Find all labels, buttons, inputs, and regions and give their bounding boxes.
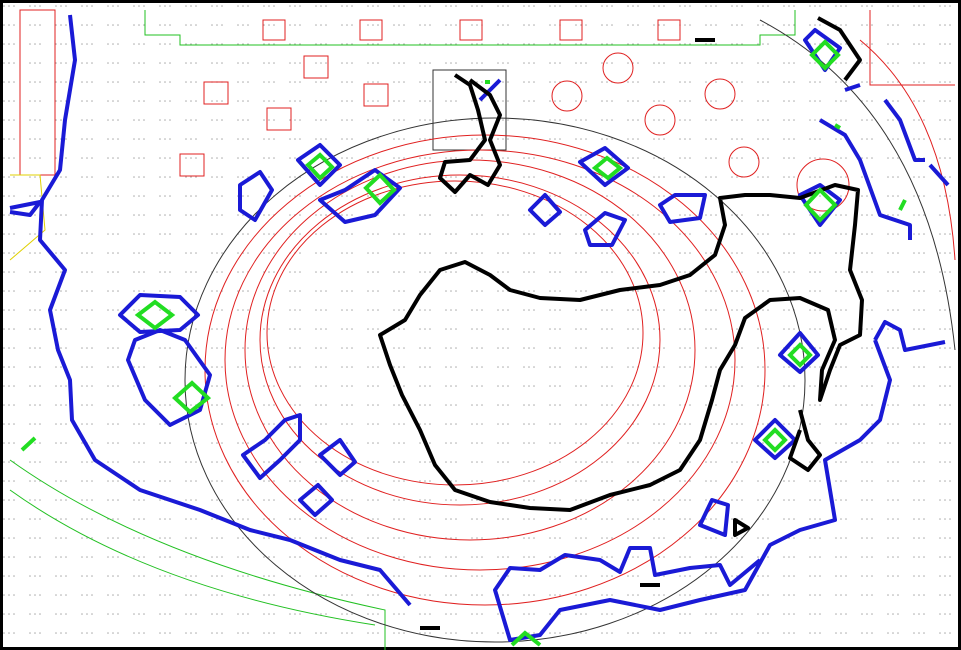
ring [266, 180, 644, 486]
tree [657, 19, 681, 41]
contour [658, 193, 707, 224]
tree [602, 52, 634, 84]
contour [305, 152, 335, 181]
contour [583, 211, 627, 247]
tree [704, 78, 736, 110]
contour [118, 293, 200, 334]
outer-ring [184, 117, 806, 643]
contour [578, 146, 630, 187]
tree [644, 104, 676, 136]
contour [883, 98, 925, 162]
contour [241, 413, 302, 480]
contour [493, 320, 946, 642]
bottom-left-edge [9, 459, 386, 650]
contour [787, 342, 813, 368]
contours-black [378, 16, 864, 630]
contours-blue [9, 14, 950, 642]
ring [259, 174, 661, 506]
contour [778, 331, 820, 374]
tree [363, 83, 389, 107]
tree [559, 19, 583, 41]
top-edge [144, 10, 796, 46]
tree [551, 80, 583, 112]
tree [303, 55, 329, 79]
contours-green [20, 39, 907, 647]
tree [262, 19, 286, 41]
contour [844, 83, 950, 187]
contour [698, 498, 730, 537]
tree [359, 19, 383, 41]
contour [788, 409, 822, 472]
contour [9, 200, 42, 217]
contour [818, 118, 912, 240]
contour [378, 183, 864, 512]
road-arc-red [859, 39, 956, 261]
contour [126, 328, 212, 427]
contour [528, 193, 562, 227]
trees [179, 19, 850, 212]
contour [134, 299, 176, 331]
contour [438, 73, 502, 194]
contour [20, 80, 907, 452]
contour [318, 438, 357, 477]
contour [172, 380, 212, 415]
tree [796, 158, 850, 212]
tree [266, 107, 292, 131]
building [869, 10, 955, 86]
contour [296, 143, 342, 187]
contour [298, 483, 334, 517]
contour [803, 187, 838, 223]
tree [728, 146, 760, 178]
contour [238, 170, 274, 222]
contour [510, 630, 542, 647]
road-arc [759, 19, 956, 351]
tree [203, 81, 229, 105]
tree [179, 153, 205, 177]
contour [318, 168, 402, 224]
contour [38, 14, 412, 607]
contour [591, 155, 624, 181]
contour [762, 427, 788, 453]
contour [817, 16, 862, 82]
contour [420, 38, 750, 630]
contour [478, 78, 502, 102]
contour [809, 39, 841, 71]
tree [459, 19, 483, 41]
contour [363, 172, 397, 206]
